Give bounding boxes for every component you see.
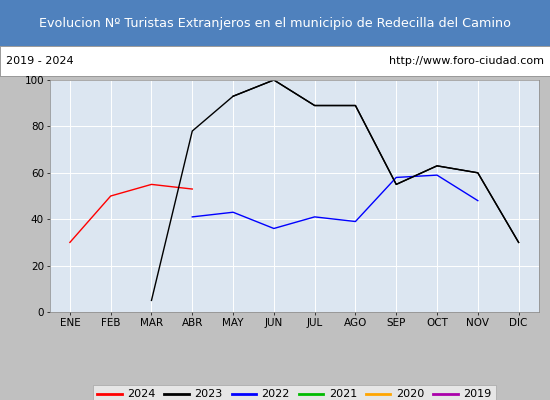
Text: http://www.foro-ciudad.com: http://www.foro-ciudad.com (389, 56, 544, 66)
Text: 2019 - 2024: 2019 - 2024 (6, 56, 73, 66)
Text: Evolucion Nº Turistas Extranjeros en el municipio de Redecilla del Camino: Evolucion Nº Turistas Extranjeros en el … (39, 16, 511, 30)
Legend: 2024, 2023, 2022, 2021, 2020, 2019: 2024, 2023, 2022, 2021, 2020, 2019 (93, 385, 496, 400)
